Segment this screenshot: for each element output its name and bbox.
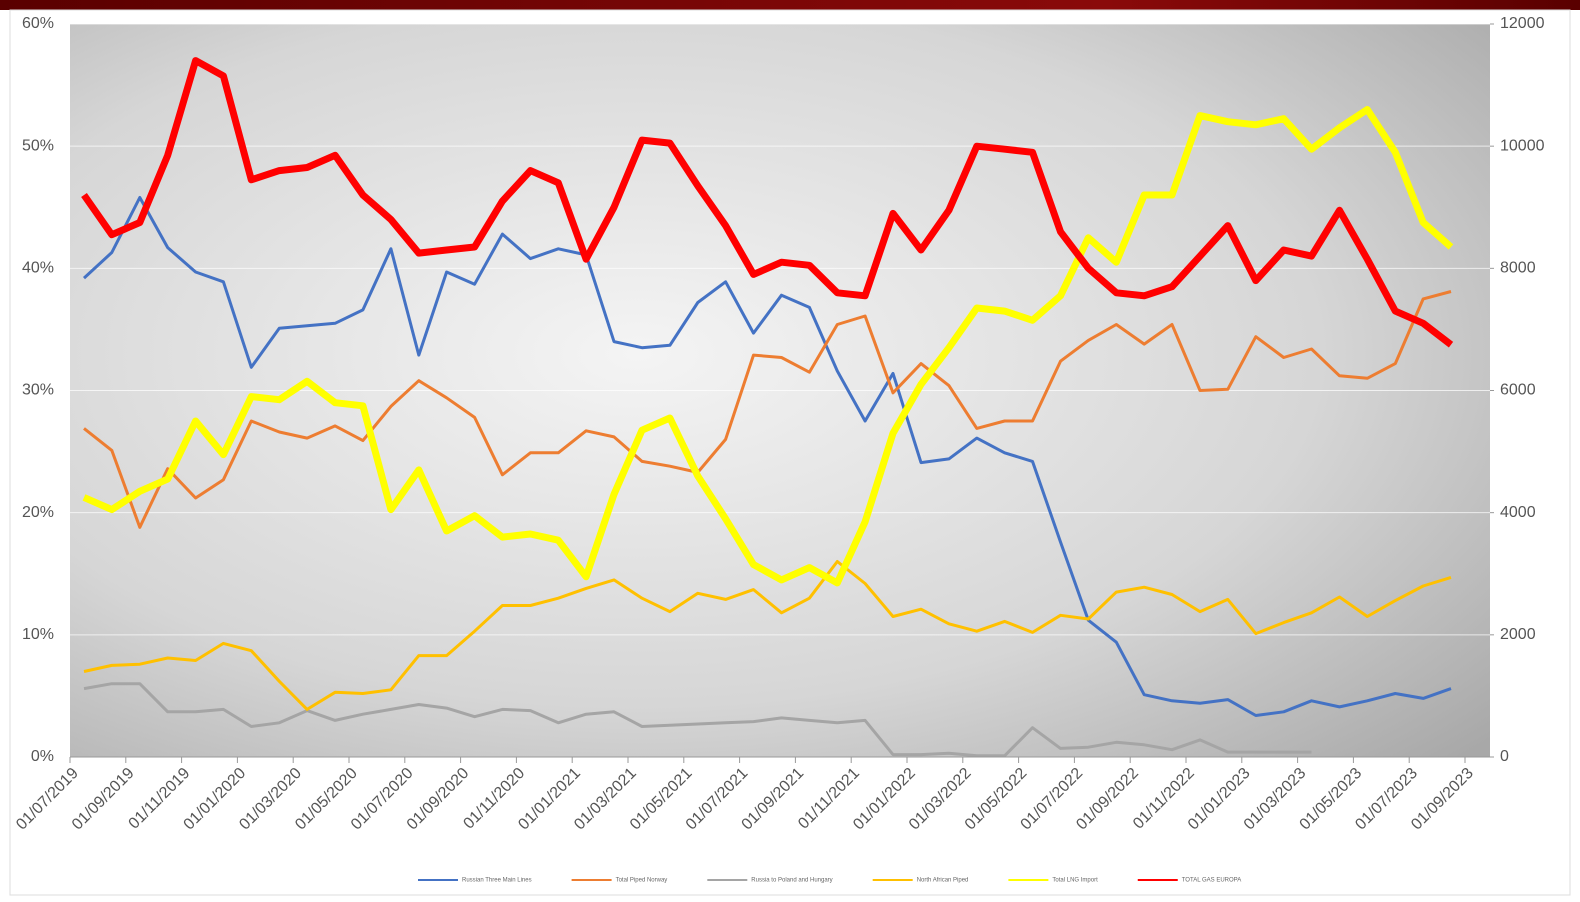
series-line	[82, 196, 1452, 717]
legend-label: North African Piped	[917, 878, 969, 884]
y-tick-label: 20%	[22, 504, 54, 521]
y2-tick-label: 6000	[1500, 382, 1536, 399]
legend-label: Total LNG Import	[1052, 878, 1098, 884]
y2-tick-label: 0	[1500, 748, 1509, 765]
y-tick-label: 60%	[22, 15, 54, 32]
y2-tick-label: 10000	[1500, 137, 1545, 154]
series-line	[82, 106, 1454, 587]
y-tick-label: 40%	[22, 260, 54, 277]
legend-label: Russia to Poland and Hungary	[751, 878, 832, 884]
y2-tick-label: 12000	[1500, 15, 1545, 32]
y2-tick-label: 8000	[1500, 260, 1536, 277]
y-tick-label: 10%	[22, 626, 54, 643]
series-line	[83, 682, 1312, 758]
series-line	[83, 560, 1452, 711]
series-lines	[81, 57, 1454, 758]
grid	[70, 23, 1490, 758]
legend-label: Russian Three Main Lines	[462, 878, 532, 884]
series-line	[81, 57, 1454, 348]
series-line	[83, 290, 1452, 529]
legend: Russian Three Main Lines Total Piped Norw…	[418, 878, 1241, 884]
y2-tick-label: 2000	[1500, 626, 1536, 643]
y2-tick-label: 4000	[1500, 504, 1536, 521]
y-tick-label: 50%	[22, 137, 54, 154]
legend-label: TOTAL GAS EUROPA	[1182, 878, 1241, 884]
y-tick-label: 30%	[22, 382, 54, 399]
legend-label: Total Piped Norway	[616, 878, 668, 884]
top-band	[0, 0, 1580, 10]
y-tick-label: 0%	[31, 748, 54, 765]
